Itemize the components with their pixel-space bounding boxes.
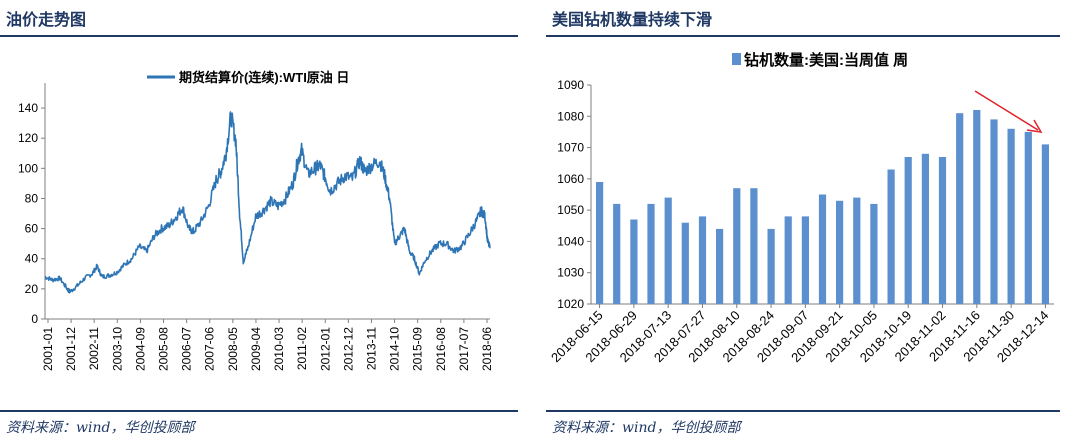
source-divider bbox=[0, 410, 518, 412]
x-tick-label: 2002-11 bbox=[87, 327, 101, 370]
bar bbox=[733, 188, 741, 304]
bar bbox=[973, 110, 981, 304]
bar bbox=[836, 200, 844, 304]
bar bbox=[630, 219, 638, 304]
x-tick-label: 2009-04 bbox=[249, 327, 263, 371]
y-tick-label: 1060 bbox=[557, 172, 584, 186]
bar bbox=[990, 119, 998, 305]
x-tick-label: 2001-12 bbox=[64, 327, 78, 371]
bar bbox=[956, 113, 964, 304]
y-tick-label: 40 bbox=[25, 252, 39, 266]
x-tick-label: 2013-11 bbox=[364, 327, 378, 370]
rig-count-panel: 美国钻机数量持续下滑 钻机数量:美国:当周值 周 1020 1030 1040 1050… bbox=[546, 0, 1062, 445]
y-tick-label: 1070 bbox=[557, 141, 584, 155]
x-tick-label: 2005-08 bbox=[157, 327, 171, 371]
y-tick-label: 1080 bbox=[557, 109, 584, 123]
x-tick-label: 2015-09 bbox=[411, 327, 425, 371]
bar bbox=[716, 228, 724, 304]
y-tick-label: 60 bbox=[25, 222, 39, 236]
oil-price-panel: 油价走势图 期货结算价(连续):WTI原油 日 0 20 40 60 80 100 120 14… bbox=[0, 0, 518, 445]
source-note: 资料来源：wind，华创投顾部 bbox=[6, 420, 195, 436]
bar bbox=[818, 194, 827, 304]
x-tick-label: 2016-08 bbox=[434, 327, 448, 371]
bar bbox=[681, 222, 689, 304]
bar bbox=[647, 203, 655, 304]
legend-label: 钻机数量:美国:当周值 周 bbox=[744, 51, 908, 69]
panel-title: 美国钻机数量持续下滑 bbox=[552, 10, 713, 29]
bar bbox=[938, 157, 947, 304]
y-tick-label: 1090 bbox=[557, 78, 584, 92]
trend-arrow-line bbox=[974, 90, 1039, 131]
legend-label: 期货结算价(连续):WTI原油 日 bbox=[179, 70, 349, 85]
y-tick-label: 1050 bbox=[557, 203, 584, 217]
bar bbox=[698, 216, 707, 304]
x-tick-label: 2014-10 bbox=[388, 327, 402, 371]
x-tick-label: 2008-05 bbox=[226, 327, 240, 371]
bar bbox=[870, 203, 878, 304]
x-tick-label: 2010-03 bbox=[272, 327, 286, 371]
y-tick-label: 1040 bbox=[557, 234, 584, 248]
x-tick-label: 2011-02 bbox=[295, 327, 309, 370]
bar bbox=[887, 169, 895, 304]
oil-price-line-chart: 期货结算价(连续):WTI原油 日 0 20 40 60 80 100 120 140 2001-… bbox=[18, 70, 494, 371]
title-divider bbox=[0, 35, 518, 37]
bar bbox=[750, 188, 758, 304]
y-tick-label: 1020 bbox=[557, 297, 584, 311]
bar bbox=[1041, 144, 1049, 304]
x-tick-label: 2004-09 bbox=[133, 327, 147, 371]
bar bbox=[801, 216, 809, 304]
x-tick-label: 2003-10 bbox=[110, 327, 124, 371]
x-tick-label: 2012-12 bbox=[341, 327, 355, 371]
x-tick-label: 2017-07 bbox=[457, 327, 471, 371]
bar bbox=[1024, 131, 1032, 304]
bar bbox=[921, 153, 929, 304]
bar bbox=[904, 157, 912, 304]
y-tick-label: 80 bbox=[25, 191, 39, 205]
series-line bbox=[44, 111, 491, 294]
legend-swatch bbox=[732, 53, 741, 65]
y-tick-label: 0 bbox=[31, 312, 38, 326]
rig-count-bar-chart: 钻机数量:美国:当周值 周 1020 1030 1040 1050 1060 1070 108… bbox=[548, 51, 1054, 365]
source-divider bbox=[546, 410, 1060, 412]
title-divider bbox=[546, 35, 1060, 37]
y-tick-label: 100 bbox=[18, 161, 38, 175]
bar bbox=[853, 197, 861, 304]
y-tick-label: 120 bbox=[18, 131, 38, 145]
bar bbox=[784, 216, 792, 304]
x-tick-label: 2001-01 bbox=[41, 327, 55, 371]
bar bbox=[1007, 128, 1015, 304]
y-tick-label: 140 bbox=[18, 101, 38, 115]
x-tick-label: 2018-06 bbox=[480, 327, 494, 371]
bar bbox=[596, 182, 604, 304]
bar bbox=[767, 228, 775, 304]
trend-arrow-head bbox=[1026, 119, 1043, 133]
x-tick-label: 2007-06 bbox=[203, 327, 217, 371]
bar bbox=[613, 203, 621, 304]
x-tick-label: 2006-07 bbox=[180, 327, 194, 371]
y-tick-label: 1030 bbox=[557, 266, 584, 280]
bar bbox=[664, 197, 672, 304]
panel-title: 油价走势图 bbox=[6, 10, 87, 29]
y-tick-label: 20 bbox=[25, 282, 39, 296]
source-note: 资料来源：wind，华创投顾部 bbox=[552, 420, 741, 436]
x-tick-label: 2012-01 bbox=[318, 327, 332, 371]
